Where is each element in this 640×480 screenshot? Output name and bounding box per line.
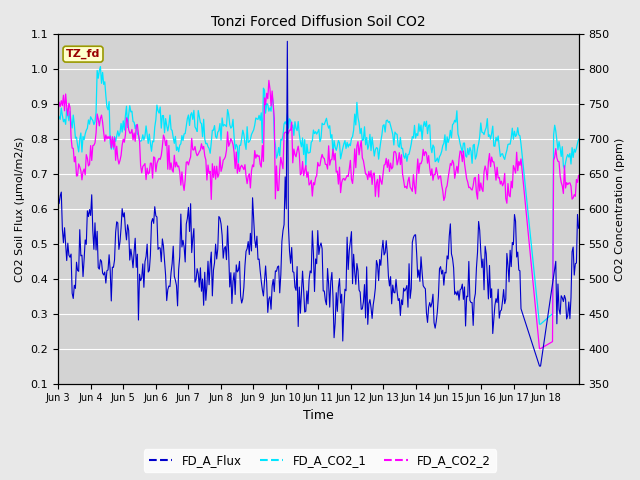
Y-axis label: CO2 Soil Flux (μmol/m2/s): CO2 Soil Flux (μmol/m2/s) (15, 136, 25, 282)
Text: TZ_fd: TZ_fd (66, 49, 100, 60)
X-axis label: Time: Time (303, 409, 333, 422)
Legend: FD_A_Flux, FD_A_CO2_1, FD_A_CO2_2: FD_A_Flux, FD_A_CO2_1, FD_A_CO2_2 (144, 449, 496, 472)
Y-axis label: CO2 Concentration (ppm): CO2 Concentration (ppm) (615, 137, 625, 280)
Title: Tonzi Forced Diffusion Soil CO2: Tonzi Forced Diffusion Soil CO2 (211, 15, 426, 29)
